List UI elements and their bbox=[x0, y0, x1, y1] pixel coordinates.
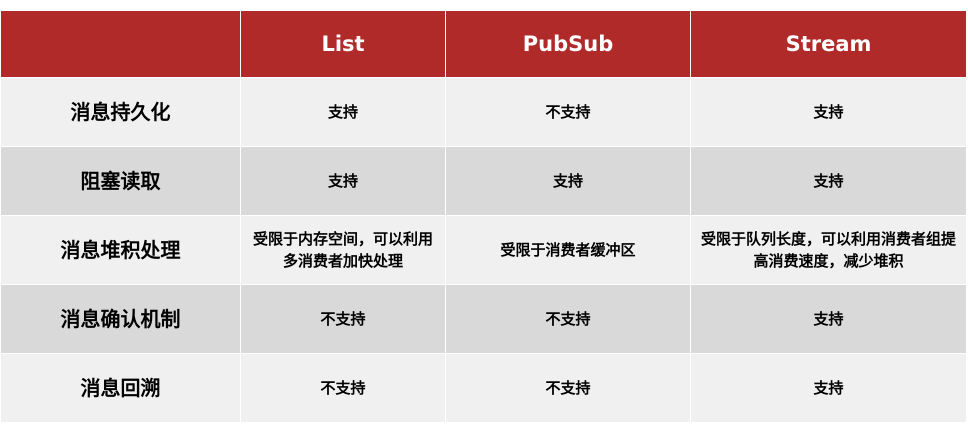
header-cell: List bbox=[240, 10, 446, 78]
table-row: 消息确认机制 不支持 不支持 支持 bbox=[0, 284, 967, 354]
table-row: 消息回溯 不支持 不支持 支持 bbox=[0, 353, 967, 423]
row-label: 消息堆积处理 bbox=[0, 215, 241, 285]
table-cell: 支持 bbox=[690, 77, 967, 147]
table-cell: 支持 bbox=[240, 77, 446, 147]
table-cell: 不支持 bbox=[240, 284, 446, 354]
table-container: List PubSub Stream 消息持久化 支持 不支持 支持 阻塞读取 支持 支持 支持消… bbox=[0, 10, 967, 423]
table-body: 消息持久化 支持 不支持 支持 阻塞读取 支持 支持 支持 消息堆积处理 受限于内存空间，可以利用… bbox=[0, 77, 967, 423]
table-cell: 支持 bbox=[690, 146, 967, 216]
comparison-table: List PubSub Stream 消息持久化 支持 不支持 支持 阻塞读取 支持 支持 支持消… bbox=[0, 10, 967, 423]
table-cell: 支持 bbox=[445, 146, 691, 216]
row-label: 消息持久化 bbox=[0, 77, 241, 147]
header-cell: PubSub bbox=[445, 10, 691, 78]
table-cell: 受限于队列长度，可以利用消费者组提高消费速度，减少堆积 bbox=[690, 215, 967, 285]
table-cell: 不支持 bbox=[240, 353, 446, 423]
table-row: 消息持久化 支持 不支持 支持 bbox=[0, 77, 967, 147]
table-row: 阻塞读取 支持 支持 支持 bbox=[0, 146, 967, 216]
table-cell: 支持 bbox=[240, 146, 446, 216]
table-cell: 不支持 bbox=[445, 353, 691, 423]
table-cell: 支持 bbox=[690, 284, 967, 354]
table-cell: 不支持 bbox=[445, 284, 691, 354]
corner-cell bbox=[0, 10, 241, 78]
header-cell: Stream bbox=[690, 10, 967, 78]
table-row: 消息堆积处理 受限于内存空间，可以利用多消费者加快处理 受限于消费者缓冲区 受限于队列… bbox=[0, 215, 967, 285]
row-label: 消息回溯 bbox=[0, 353, 241, 423]
table-cell: 不支持 bbox=[445, 77, 691, 147]
table-cell: 受限于消费者缓冲区 bbox=[445, 215, 691, 285]
table-cell: 受限于内存空间，可以利用多消费者加快处理 bbox=[240, 215, 446, 285]
row-label: 消息确认机制 bbox=[0, 284, 241, 354]
header-row: List PubSub Stream bbox=[0, 10, 967, 78]
table-cell: 支持 bbox=[690, 353, 967, 423]
row-label: 阻塞读取 bbox=[0, 146, 241, 216]
